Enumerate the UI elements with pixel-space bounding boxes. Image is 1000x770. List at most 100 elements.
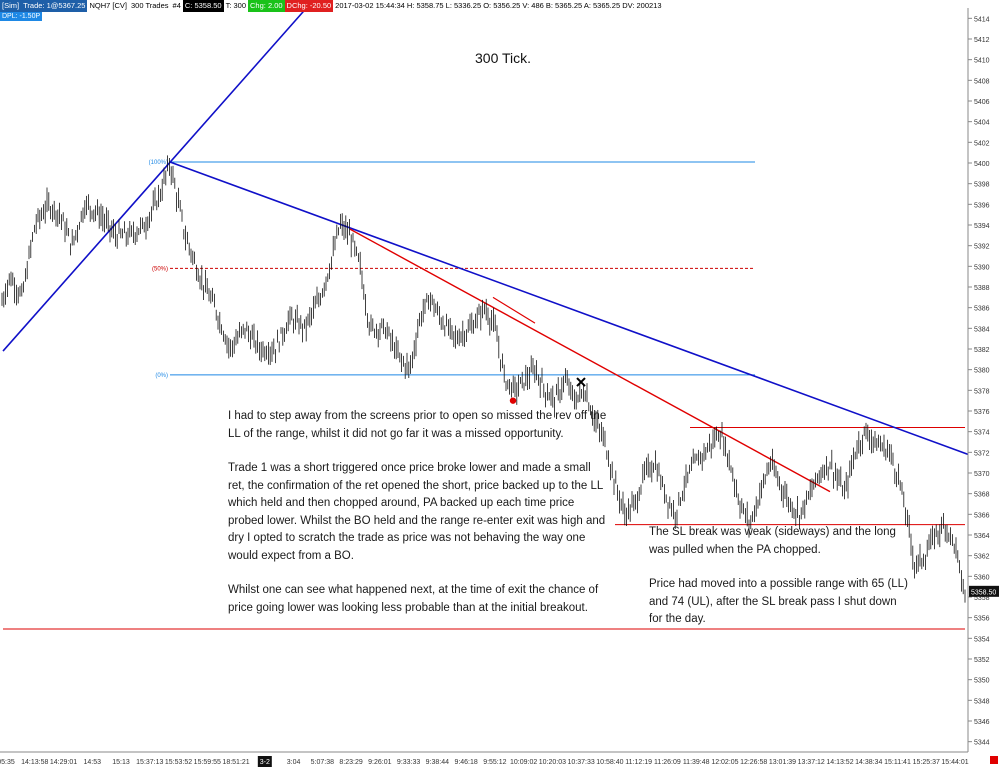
y-tick-label: 5396: [974, 202, 990, 209]
y-tick-label: 5376: [974, 409, 990, 416]
y-tick-label: 5390: [974, 264, 990, 271]
x-tick-label: 15:37:13: [136, 759, 163, 766]
y-tick-label: 5352: [974, 657, 990, 664]
trade-markers: [509, 377, 586, 404]
x-tick-label: 15:44:01: [941, 759, 968, 766]
x-tick-label: 10:37:33: [568, 759, 595, 766]
y-tick-label: 5368: [974, 492, 990, 499]
y-tick-label: 5360: [974, 574, 990, 581]
y-tick-label: 5356: [974, 616, 990, 623]
x-tick-label: 14:13:52: [826, 759, 853, 766]
y-tick-label: 5370: [974, 471, 990, 478]
x-tick-label: 10:58:40: [596, 759, 623, 766]
y-tick-label: 5380: [974, 368, 990, 375]
y-tick-label: 5384: [974, 326, 990, 333]
downtrend-line: [169, 161, 969, 456]
note-paragraph: I had to step away from the screens prio…: [228, 410, 607, 440]
x-tick-label: 11:26:09: [654, 759, 681, 766]
uptrend-line: [2, 3, 311, 352]
x-tick-label: 9:55:12: [483, 759, 506, 766]
x-tick-label: 15:25:37: [913, 759, 940, 766]
change-badge: Chg: 2.00: [248, 0, 285, 12]
fib-label: (0%): [155, 373, 168, 379]
red-trend-line: [492, 296, 536, 324]
y-tick-label: 5392: [974, 244, 990, 251]
y-tick-label: 5406: [974, 99, 990, 106]
entry-dot: [509, 397, 517, 404]
y-tick-label: 5412: [974, 37, 990, 44]
trade-badge: Trade: 1@5367.25: [21, 0, 88, 12]
y-tick-label: 5414: [974, 16, 990, 23]
close-badge: C: 5358.50: [182, 0, 224, 12]
dpl-badge: DPL: -1.50P: [0, 12, 43, 21]
y-tick-label: 5386: [974, 306, 990, 313]
x-tick-label: 11:12:19: [625, 759, 652, 766]
x-tick-label: 8:23:29: [339, 759, 362, 766]
y-tick-label: 5408: [974, 78, 990, 85]
time-axis: 05:3514:13:5814:29:0114:5315:1315:37:131…: [0, 751, 998, 767]
interval-label: 300 Trades: [131, 1, 169, 10]
x-tick-label: 14:53: [84, 759, 102, 766]
bar-info: 2017-03-02 15:44:34 H: 5358.75 L: 5336.2…: [335, 1, 662, 10]
y-tick-label: 5402: [974, 140, 990, 147]
fib-levels: (100%) (50%) (0%): [149, 160, 755, 379]
y-tick-label: 5400: [974, 161, 990, 168]
red-trend-line: [349, 228, 831, 493]
sim-badge: [Sim]: [0, 0, 22, 12]
x-tick-label: 18:51:21: [222, 759, 249, 766]
corner-marker: [990, 756, 998, 764]
y-tick-label: 5404: [974, 120, 990, 127]
y-tick-label: 5382: [974, 347, 990, 354]
x-tick-label: 15:11:41: [884, 759, 911, 766]
x-tick-label: 14:38:34: [855, 759, 882, 766]
y-tick-label: 5344: [974, 740, 990, 747]
y-tick-label: 5364: [974, 533, 990, 540]
x-tick-label: 15:53:52: [165, 759, 192, 766]
x-tick-label: 10:20:03: [539, 759, 566, 766]
y-tick-label: 5362: [974, 554, 990, 561]
y-tick-label: 5410: [974, 58, 990, 65]
hash-label: #4: [172, 1, 181, 10]
y-tick-label: 5388: [974, 285, 990, 292]
left-note: I had to step away from the screens prio…: [228, 408, 608, 634]
x-tick-label: 9:46:18: [454, 759, 477, 766]
x-tick-label: 3-2: [260, 759, 270, 766]
x-tick-label: 13:37:12: [798, 759, 825, 766]
date-marker: [257, 756, 272, 767]
x-tick-label: 14:13:58: [21, 759, 48, 766]
axis-background: [968, 0, 1000, 770]
price-axis: 5344 5346 5348 5350 5352 5354 5356 5358 5360 5362…: [967, 0, 1000, 770]
y-tick-label: 5354: [974, 636, 990, 643]
y-tick-label: 5372: [974, 450, 990, 457]
y-tick-label: 5398: [974, 182, 990, 189]
range-lines: [3, 427, 965, 630]
x-tick-label: 15:13: [112, 759, 130, 766]
y-tick-label: 5378: [974, 388, 990, 395]
x-tick-label: 14:29:01: [50, 759, 77, 766]
x-tick-label: 9:38:44: [426, 759, 449, 766]
y-tick-label: 5350: [974, 678, 990, 685]
y-tick-label: 5358: [974, 595, 990, 602]
x-tick-label: 5:07:38: [311, 759, 334, 766]
y-tick-label: 5346: [974, 719, 990, 726]
fib-label: (50%): [152, 266, 168, 272]
note-paragraph: The SL break was weak (sideways) and the…: [649, 526, 896, 556]
x-tick-label: 13:01:39: [769, 759, 796, 766]
x-tick-label: 9:33:33: [397, 759, 420, 766]
note-paragraph: Trade 1 was a short triggered once price…: [228, 462, 606, 562]
chart-title: 300 Tick.: [475, 50, 532, 66]
y-tick-label: 5348: [974, 698, 990, 705]
daily-change-badge: DChg: -20.50: [284, 0, 334, 12]
symbol-label: NQH7 [CV]: [89, 1, 127, 10]
x-tick-label: 12:26:58: [740, 759, 767, 766]
tick-label: T: 300: [225, 1, 247, 10]
x-tick-label: 3:04: [287, 759, 301, 766]
x-tick-label: 05:35: [0, 759, 15, 766]
last-price-label: 5358.50: [971, 589, 996, 596]
y-tick-label: 5394: [974, 223, 990, 230]
last-price-badge: [969, 585, 999, 597]
x-tick-label: 15:59:55: [194, 759, 221, 766]
exit-x: [576, 377, 586, 387]
x-tick-label: 11:39:48: [683, 759, 710, 766]
